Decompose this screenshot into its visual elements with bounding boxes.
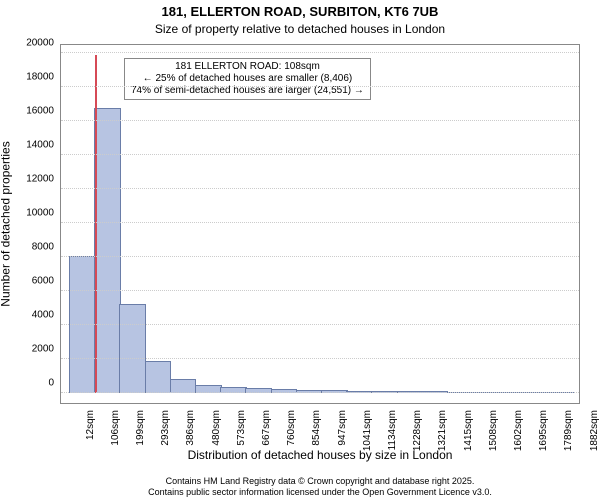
gridline <box>61 290 579 291</box>
x-tick-label: 1602sqm <box>513 410 524 451</box>
y-tick-label: 14000 <box>4 140 54 151</box>
chart-footer: Contains HM Land Registry data © Crown c… <box>60 476 580 498</box>
x-tick-label: 1882sqm <box>589 410 600 451</box>
histogram-bar <box>94 108 121 393</box>
x-tick-label: 760sqm <box>286 410 297 446</box>
x-tick-label: 1321sqm <box>437 410 448 451</box>
gridline <box>61 52 579 53</box>
chart-title: 181, ELLERTON ROAD, SURBITON, KT6 7UB <box>0 4 600 19</box>
histogram-bar <box>119 304 146 393</box>
y-tick-label: 8000 <box>4 242 54 253</box>
x-tick-label: 1508sqm <box>488 410 499 451</box>
y-tick-label: 12000 <box>4 174 54 185</box>
gridline <box>61 256 579 257</box>
x-tick-label: 667sqm <box>261 410 272 446</box>
gridline <box>61 120 579 121</box>
y-tick-label: 10000 <box>4 208 54 219</box>
gridline <box>61 392 579 393</box>
x-tick-label: 12sqm <box>85 410 96 440</box>
y-tick-label: 16000 <box>4 106 54 117</box>
plot-inner: 181 ELLERTON ROAD: 108sqm← 25% of detach… <box>69 55 571 393</box>
histogram-bar <box>170 379 197 393</box>
y-axis: 0 2000 4000 6000 8000 10000 12000 14000 16000 180… <box>0 44 60 404</box>
gridline <box>61 222 579 223</box>
x-tick-label: 386sqm <box>185 410 196 446</box>
y-tick-label: 6000 <box>4 276 54 287</box>
y-tick-label: 20000 <box>4 38 54 49</box>
x-tick-label: 854sqm <box>311 410 322 446</box>
x-tick-label: 199sqm <box>135 410 146 446</box>
y-tick-label: 0 <box>4 378 54 389</box>
x-tick-label: 1789sqm <box>563 410 574 451</box>
x-tick-label: 106sqm <box>110 410 121 446</box>
reference-line <box>95 55 97 393</box>
x-tick-label: 293sqm <box>160 410 171 446</box>
gridline <box>61 324 579 325</box>
y-tick-label: 2000 <box>4 344 54 355</box>
x-tick-label: 1134sqm <box>387 410 398 450</box>
reference-annotation: 181 ELLERTON ROAD: 108sqm← 25% of detach… <box>124 58 371 100</box>
footer-line: Contains HM Land Registry data © Crown c… <box>60 476 580 487</box>
plot-area: 181 ELLERTON ROAD: 108sqm← 25% of detach… <box>60 44 580 404</box>
x-axis-label: Distribution of detached houses by size … <box>60 448 580 462</box>
x-tick-label: 947sqm <box>337 410 348 446</box>
y-tick-label: 18000 <box>4 72 54 83</box>
x-tick-label: 1695sqm <box>538 410 549 451</box>
gridline <box>61 154 579 155</box>
footer-line: Contains public sector information licen… <box>60 487 580 498</box>
chart-container: { "chart": { "type": "histogram", "title… <box>0 0 600 500</box>
gridline <box>61 358 579 359</box>
y-tick-label: 4000 <box>4 310 54 321</box>
x-tick-label: 1041sqm <box>362 410 373 451</box>
histogram-bar <box>145 361 172 393</box>
x-tick-label: 573sqm <box>236 410 247 446</box>
x-tick-label: 1228sqm <box>412 410 423 451</box>
chart-subtitle: Size of property relative to detached ho… <box>0 22 600 36</box>
gridline <box>61 188 579 189</box>
x-tick-label: 1415sqm <box>463 410 474 451</box>
gridline <box>61 86 579 87</box>
x-tick-label: 480sqm <box>211 410 222 446</box>
